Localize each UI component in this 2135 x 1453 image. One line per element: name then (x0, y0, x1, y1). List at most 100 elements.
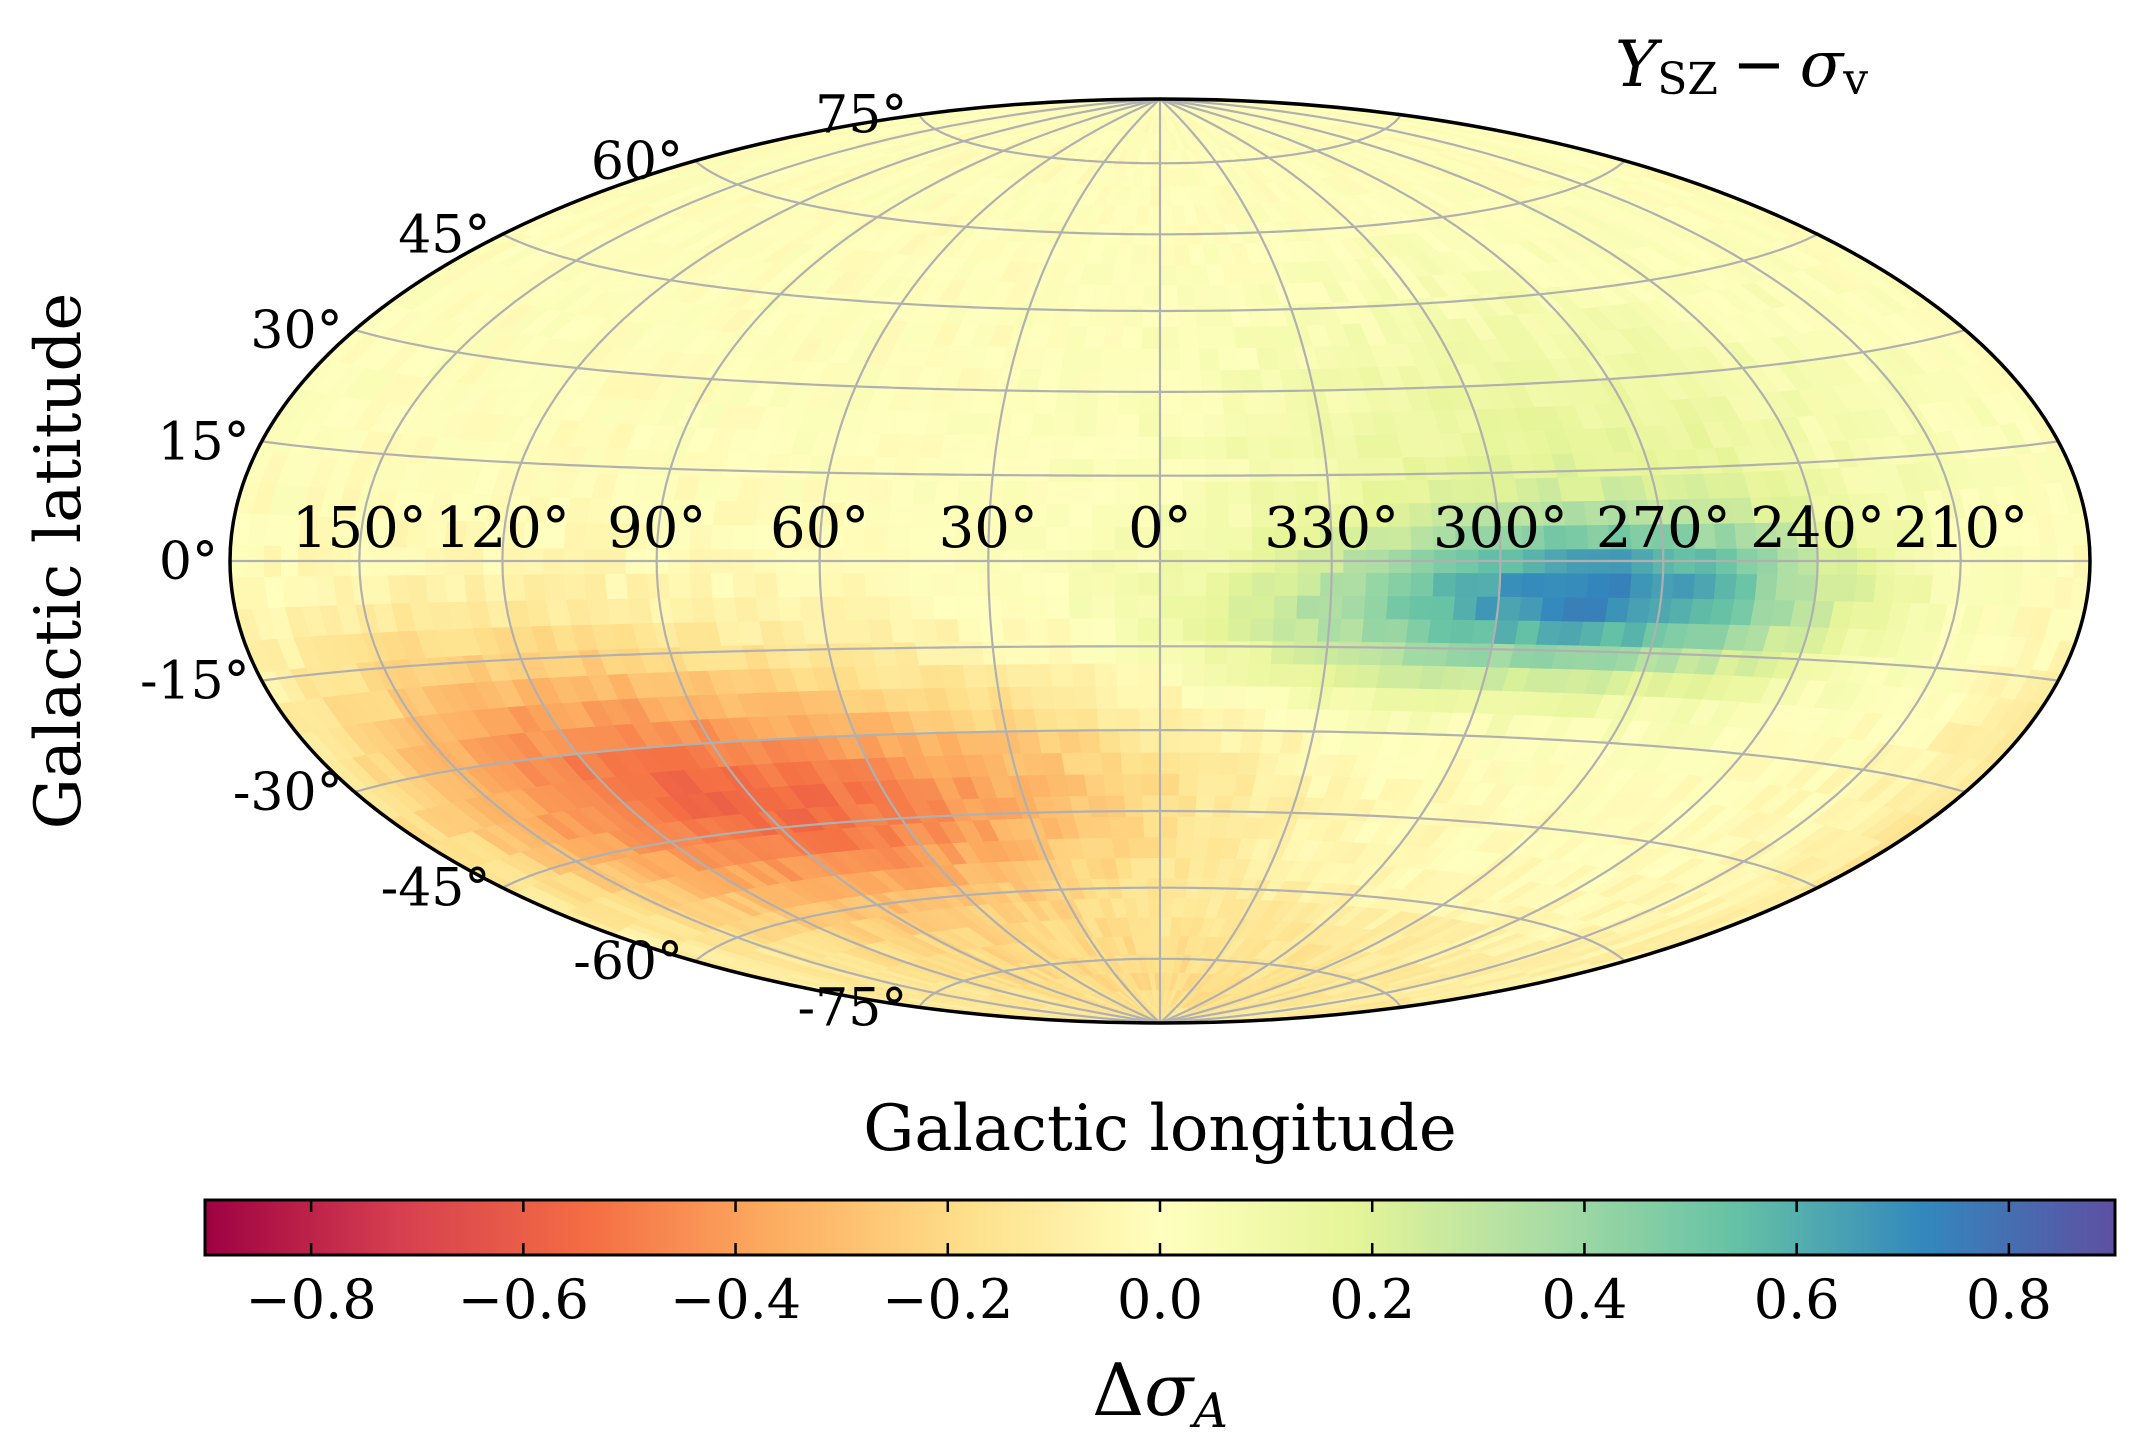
heatmap-cell (867, 478, 894, 504)
colorbar-tick-label: −0.4 (670, 1268, 801, 1331)
heatmap-cell (889, 618, 916, 643)
heatmap-cell (911, 618, 938, 643)
longitude-tick-label: 270° (1596, 496, 1731, 561)
heatmap-cell (1068, 480, 1094, 505)
heatmap-cell (562, 573, 587, 600)
heatmap-cell (936, 456, 963, 481)
title-minus: − (1732, 28, 1786, 102)
heatmap-cell (1159, 391, 1182, 415)
latitude-tick-label: 45° (398, 205, 490, 265)
heatmap-cell (1225, 458, 1251, 482)
heatmap-cell (1097, 729, 1121, 753)
heatmap-cell (1401, 456, 1428, 481)
heatmap-cell (1712, 573, 1737, 600)
heatmap-cell (1002, 640, 1029, 665)
latitude-tick-label: -60° (573, 932, 683, 992)
colorbar-tick-label: −0.2 (882, 1268, 1013, 1331)
heatmap-cell (709, 572, 735, 598)
heatmap-cell (1249, 617, 1274, 642)
heatmap-cell (958, 457, 985, 482)
heatmap-cell (1159, 935, 1171, 955)
colorbar-tick-label: 0.0 (1117, 1268, 1203, 1331)
heatmap-cell (1262, 708, 1288, 732)
heatmap-cell (1094, 413, 1119, 437)
heatmap-cell (1247, 457, 1273, 482)
heatmap-cell (1136, 617, 1161, 641)
heatmap-cell (1174, 836, 1194, 859)
heatmap-cell (1123, 305, 1144, 328)
latitude-tick-label: 0° (159, 532, 218, 592)
heatmap-cell (1091, 594, 1116, 619)
heatmap-cell (776, 596, 803, 621)
heatmap-cell (1833, 573, 1858, 602)
title-sigma: σ (1800, 28, 1846, 102)
heatmap-cell (1118, 369, 1141, 393)
heatmap-cell (443, 573, 467, 603)
heatmap-cell (667, 572, 692, 599)
heatmap-cell (797, 572, 822, 598)
heatmap-cell (1159, 263, 1177, 286)
heatmap-cell (1201, 413, 1226, 437)
heatmap-cell (1119, 751, 1142, 775)
heatmap-cell (1173, 243, 1191, 265)
heatmap-cell (1328, 411, 1355, 436)
heatmap-cell (1192, 815, 1213, 838)
heatmap-cell (1196, 773, 1218, 796)
heatmap-cell (731, 524, 756, 550)
heatmap-cell (1214, 325, 1237, 349)
latitude-tick-label: -45° (381, 859, 491, 919)
heatmap-cell (1136, 572, 1161, 596)
heatmap-cell (1239, 368, 1264, 392)
latitude-tick-label: 60° (591, 132, 683, 192)
heatmap-cell (1426, 618, 1453, 644)
heatmap-cell (1170, 897, 1186, 918)
heatmap-cell (1159, 751, 1181, 775)
heatmap-cell (1159, 773, 1180, 796)
colorbar-tick-label: −0.6 (458, 1268, 589, 1331)
heatmap-cell (1159, 640, 1183, 664)
heatmap-cell (1226, 617, 1252, 642)
heatmap-cell (1002, 457, 1029, 482)
heatmap-cell (1291, 457, 1318, 482)
heatmap-cell (1431, 572, 1457, 597)
heatmap-cell (1115, 435, 1139, 460)
heatmap-cell (1102, 773, 1124, 796)
heatmap-cell (1181, 435, 1205, 460)
heatmap-cell (1068, 503, 1093, 528)
heatmap-cell (1625, 597, 1652, 623)
latitude-tick-label: -75° (798, 978, 908, 1038)
longitude-tick-label: 210° (1893, 496, 2028, 561)
heatmap-cell (1140, 326, 1161, 349)
heatmap-cell (1141, 794, 1161, 817)
heatmap-cell (462, 573, 487, 602)
heatmap-cell (1121, 773, 1143, 796)
heatmap-cell (1121, 326, 1143, 349)
heatmap-cell (1189, 263, 1210, 286)
heatmap-cell (1049, 663, 1074, 687)
heatmap-cell (1025, 640, 1051, 665)
heatmap-cell (1067, 526, 1092, 550)
heatmap-cell (1180, 685, 1204, 709)
heatmap-cell (1291, 640, 1318, 665)
heatmap-cell (1585, 572, 1611, 598)
heatmap-cell (1068, 617, 1094, 642)
heatmap-cell (1136, 594, 1161, 619)
heatmap-cell (1267, 663, 1293, 687)
heatmap-cell (1422, 455, 1450, 481)
heatmap-cell (1202, 662, 1227, 687)
heatmap-cell (1202, 435, 1227, 460)
heatmap-cell (1001, 617, 1027, 642)
heatmap-cell (1175, 815, 1196, 838)
latitude-tick-label: -15° (140, 652, 250, 712)
heatmap-cell (1179, 729, 1202, 753)
heatmap-cell (1564, 572, 1589, 598)
heatmap-cell (603, 573, 628, 600)
heatmap-cell (1362, 595, 1388, 620)
heatmap-cell (1029, 685, 1055, 710)
heatmap-cell (522, 573, 546, 601)
heatmap-cell (1269, 640, 1295, 665)
heatmap-cell (1159, 243, 1176, 265)
heatmap-cell (1056, 368, 1081, 392)
heatmap-cell (1422, 641, 1450, 667)
heatmap-cell (1008, 412, 1034, 437)
